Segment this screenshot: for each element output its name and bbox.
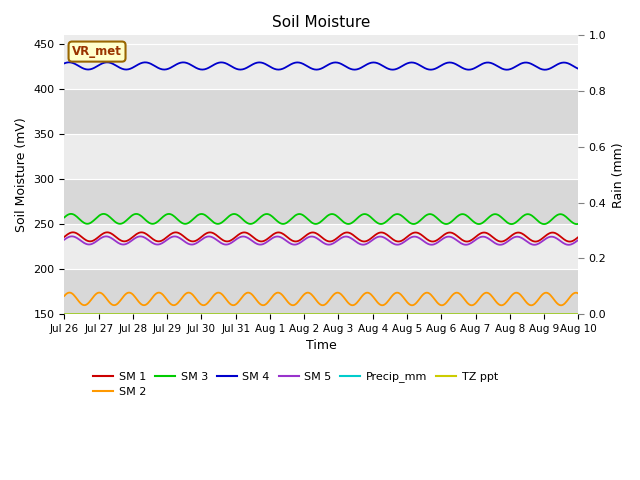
Bar	[65, 224, 579, 269]
Bar	[65, 269, 579, 314]
Bar	[65, 179, 579, 224]
Bar	[65, 134, 579, 179]
Legend: SM 1, SM 2, SM 3, SM 4, SM 5, Precip_mm, TZ ppt: SM 1, SM 2, SM 3, SM 4, SM 5, Precip_mm,…	[89, 367, 502, 402]
Bar	[65, 89, 579, 134]
Y-axis label: Rain (mm): Rain (mm)	[612, 142, 625, 207]
X-axis label: Time: Time	[306, 339, 337, 352]
Y-axis label: Soil Moisture (mV): Soil Moisture (mV)	[15, 118, 28, 232]
Title: Soil Moisture: Soil Moisture	[272, 15, 371, 30]
Bar	[65, 44, 579, 89]
Text: VR_met: VR_met	[72, 45, 122, 58]
